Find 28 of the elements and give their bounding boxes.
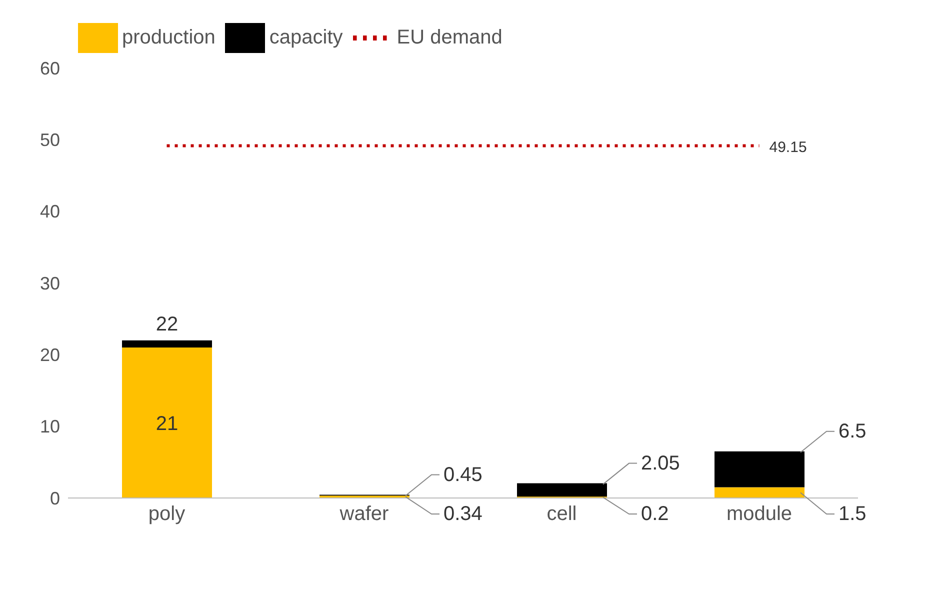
y-tick-label: 50 [40,130,60,150]
data-label: 49.15 [769,138,807,156]
legend-label: EU demand [396,26,502,48]
bar [122,348,212,498]
bar [714,451,804,488]
data-label: 1.5 [838,503,866,525]
y-tick-label: 0 [50,488,60,508]
legend-label: production [122,26,216,48]
total-label: 2.05 [641,452,680,474]
x-tick-label: poly [148,503,186,526]
total-label: 0.45 [444,464,482,486]
y-tick-label: 20 [40,345,60,366]
x-tick-label: wafer [338,503,390,526]
total-label: 22 [156,313,178,336]
bar [714,487,804,498]
bar [122,340,212,348]
total-label: 6.5 [838,420,866,442]
y-tick-label: 30 [40,273,60,294]
data-label: 0.34 [444,503,482,525]
y-tick-label: 10 [40,416,60,437]
y-tick-label: 60 [40,58,60,78]
legend-label: capacity [269,26,343,48]
bar [517,483,607,497]
y-tick-label: 40 [40,202,60,222]
x-tick-label: cell [546,503,577,526]
data-label: 21 [156,412,178,435]
x-tick-label: module [726,503,792,526]
data-label: 0.2 [641,503,669,525]
